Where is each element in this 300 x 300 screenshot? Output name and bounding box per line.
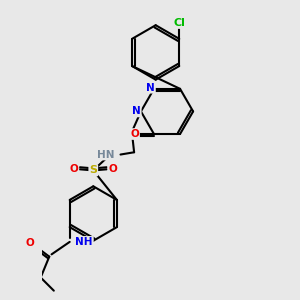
Text: O: O <box>130 129 139 139</box>
Text: O: O <box>108 164 117 174</box>
Text: S: S <box>89 165 97 176</box>
Text: N: N <box>146 83 155 93</box>
Text: NH: NH <box>75 237 93 247</box>
Text: O: O <box>70 164 78 174</box>
Text: Cl: Cl <box>173 18 185 28</box>
Text: O: O <box>26 238 34 248</box>
Text: HN: HN <box>97 149 115 160</box>
Text: N: N <box>132 106 141 116</box>
